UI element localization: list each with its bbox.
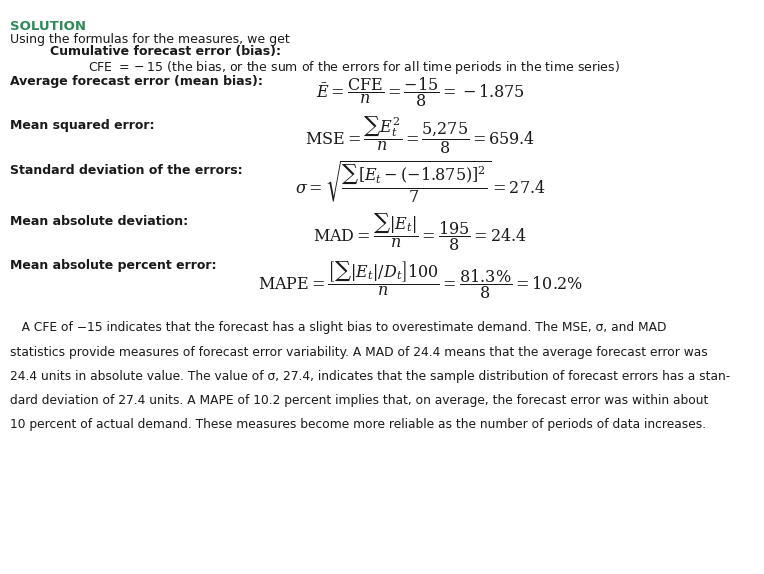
Text: dard deviation of 27.4 units. A MAPE of 10.2 percent implies that, on average, t: dard deviation of 27.4 units. A MAPE of … [10, 394, 708, 407]
Text: Mean squared error:: Mean squared error: [10, 119, 154, 132]
Text: Using the formulas for the measures, we get: Using the formulas for the measures, we … [10, 33, 290, 46]
Text: $\sigma = \sqrt{\dfrac{\sum[E_t - (-1.875)]^2}{7}} = 27.4$: $\sigma = \sqrt{\dfrac{\sum[E_t - (-1.87… [295, 160, 545, 205]
Text: Mean absolute deviation:: Mean absolute deviation: [10, 215, 188, 228]
Text: Mean absolute percent error:: Mean absolute percent error: [10, 259, 216, 273]
Text: Standard deviation of the errors:: Standard deviation of the errors: [10, 164, 242, 177]
Text: $\mathrm{MAPE} = \dfrac{\left[\sum|E_t|/D_t\right]100}{n} = \dfrac{81.3\%}{8} = : $\mathrm{MAPE} = \dfrac{\left[\sum|E_t|/… [257, 258, 583, 301]
Text: SOLUTION: SOLUTION [10, 20, 86, 33]
Text: CFE $= -15$ (the bias, or the sum of the errors for all time periods in the time: CFE $= -15$ (the bias, or the sum of the… [88, 59, 620, 76]
Text: 10 percent of actual demand. These measures become more reliable as the number o: 10 percent of actual demand. These measu… [10, 418, 706, 431]
Text: 24.4 units in absolute value. The value of σ, 27.4, indicates that the sample di: 24.4 units in absolute value. The value … [10, 370, 730, 383]
Text: A CFE of −15 indicates that the forecast has a slight bias to overestimate deman: A CFE of −15 indicates that the forecast… [10, 321, 666, 335]
Text: $\bar{E} = \dfrac{\mathrm{CFE}}{n} = \dfrac{-15}{8} = -1.875$: $\bar{E} = \dfrac{\mathrm{CFE}}{n} = \df… [316, 75, 525, 109]
Text: Average forecast error (mean bias):: Average forecast error (mean bias): [10, 75, 263, 88]
Text: $\mathrm{MSE} = \dfrac{\sum E_t^2}{n} = \dfrac{5{,}275}{8} = 659.4$: $\mathrm{MSE} = \dfrac{\sum E_t^2}{n} = … [305, 114, 536, 157]
Text: statistics provide measures of forecast error variability. A MAD of 24.4 means t: statistics provide measures of forecast … [10, 346, 707, 359]
Text: $\mathrm{MAD} = \dfrac{\sum|E_t|}{n} = \dfrac{195}{8} = 24.4$: $\mathrm{MAD} = \dfrac{\sum|E_t|}{n} = \… [313, 211, 527, 253]
Text: Cumulative forecast error (bias):: Cumulative forecast error (bias): [50, 45, 280, 59]
